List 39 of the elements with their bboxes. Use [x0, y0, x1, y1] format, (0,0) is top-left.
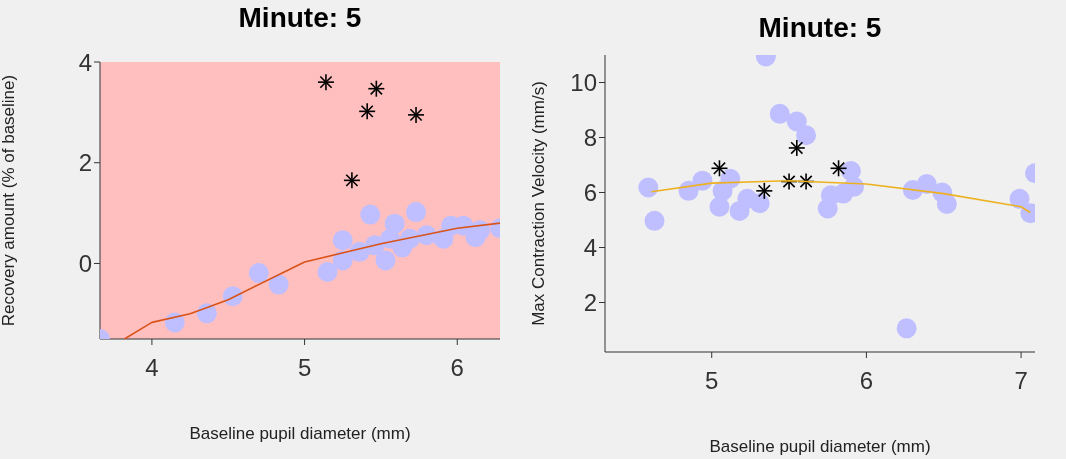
- point: [375, 250, 396, 271]
- point: [749, 193, 770, 214]
- y-tick-label: 0: [78, 249, 92, 277]
- y-axis-title: Recovery amount (% of baseline): [0, 74, 19, 327]
- y-tick-label: 2: [583, 289, 597, 317]
- chart-title: Minute: 5: [237, 2, 363, 34]
- y-tick-label: 10: [570, 69, 597, 97]
- point: [769, 103, 790, 124]
- y-tick-label: 4: [583, 234, 597, 262]
- x-tick-label: 7: [1014, 367, 1028, 395]
- point: [644, 210, 665, 231]
- x-tick-label: 6: [450, 354, 464, 382]
- point: [936, 194, 957, 215]
- x-axis-title: Baseline pupil diameter (mm): [709, 437, 931, 456]
- point: [268, 274, 289, 295]
- x-tick-label: 4: [145, 354, 159, 382]
- point: [638, 177, 659, 198]
- x-tick-label: 6: [859, 367, 874, 395]
- y-tick-label: 8: [583, 124, 597, 152]
- x-tick-label: 5: [705, 367, 719, 395]
- point: [796, 125, 817, 146]
- chart-title: Minute: 5: [757, 12, 883, 44]
- point: [360, 204, 381, 225]
- y-tick-label: 2: [78, 149, 92, 177]
- x-tick-label: 5: [297, 354, 312, 382]
- point: [332, 230, 353, 251]
- y-axis-title: Max Contraction Velocity (mm/s): [529, 81, 549, 326]
- point: [896, 318, 917, 339]
- point: [332, 250, 353, 271]
- point: [1009, 188, 1030, 209]
- y-tick-label: 4: [78, 48, 92, 76]
- point: [317, 262, 338, 283]
- point: [470, 220, 491, 241]
- point: [196, 303, 217, 324]
- point: [248, 263, 269, 284]
- point: [786, 111, 807, 132]
- point: [406, 202, 427, 223]
- x-axis-title: Baseline pupil diameter (mm): [189, 424, 411, 443]
- y-tick-label: 6: [583, 179, 597, 207]
